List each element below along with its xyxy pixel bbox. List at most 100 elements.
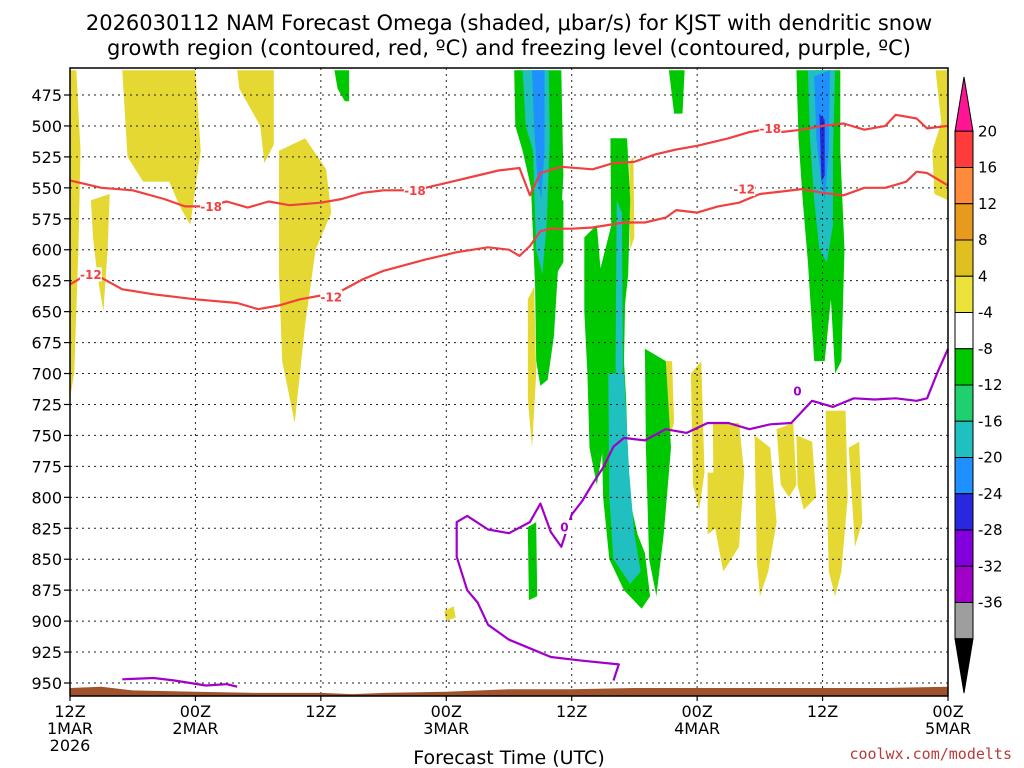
colorbar-label: -24: [978, 485, 1003, 503]
colorbar-label: -36: [978, 594, 1003, 612]
colorbar-segment: [954, 239, 974, 277]
omega-positive-region: [707, 472, 724, 535]
chart-title-line1: 2026030112 NAM Forecast Omega (shaded, μ…: [86, 11, 932, 35]
colorbar-segment: [954, 493, 974, 531]
y-tick-label: 950: [31, 674, 62, 693]
omega-shading: [70, 70, 948, 622]
terrain-fill: [70, 686, 948, 696]
contour-label-background: [200, 199, 223, 214]
omega-positive-region: [444, 606, 456, 622]
colorbar-segment: [954, 565, 974, 603]
colorbar-segment: [954, 312, 974, 350]
y-tick-label: 475: [31, 86, 62, 105]
terrain-surface: [70, 686, 948, 696]
x-tick-label: 00Z: [681, 702, 712, 721]
dgz-contour-minus18: [69, 113, 949, 209]
omega-positive-region: [712, 423, 745, 572]
contour-label-background: [79, 267, 102, 282]
x-tick-label: 00Z: [932, 702, 963, 721]
omega-blue-region: [819, 113, 825, 182]
omega-positive-region: [70, 70, 81, 399]
colorbar: 20 16 12 8 4 -4 -8 -12 -16 -20 -24 -28 -32 -36: [954, 76, 1003, 694]
colorbar-label: -12: [978, 376, 1003, 394]
x-tick-label: 00Z: [180, 702, 211, 721]
colorbar-segment: [954, 384, 974, 422]
x-tick-label: 3MAR: [423, 719, 469, 738]
contour-label: -12: [320, 290, 342, 304]
colorbar-segment: [954, 130, 974, 168]
x-tick-label: 4MAR: [674, 719, 720, 738]
x-tick-label: 12Z: [305, 702, 336, 721]
colorbar-label: -4: [978, 304, 993, 322]
x-tick-label: 00Z: [431, 702, 462, 721]
colorbar-label: 4: [978, 267, 988, 285]
contours: -12 -12 -18 -18 -18 -12 0 0: [69, 113, 950, 688]
contour-label: 0: [560, 521, 568, 535]
grid: [70, 68, 948, 696]
colorbar-label: 20: [978, 122, 997, 140]
contour-label-background: [320, 289, 343, 304]
colorbar-label: -28: [978, 521, 1003, 539]
omega-negative-region: [527, 522, 538, 601]
omega-cyan-region: [608, 373, 641, 584]
contour-label: -12: [80, 268, 102, 282]
colorbar-label: 16: [978, 159, 997, 177]
contour-label-background: [553, 520, 576, 535]
contour-label: -12: [733, 183, 755, 197]
omega-negative-region: [668, 70, 685, 114]
omega-positive-region: [754, 435, 777, 597]
omega-positive-region: [935, 70, 948, 139]
omega-positive-region: [527, 286, 537, 448]
y-tick-label: 825: [31, 519, 62, 538]
y-tick-label: 875: [31, 581, 62, 600]
colorbar-segment: [954, 275, 974, 313]
omega-positive-region: [690, 361, 705, 510]
colorbar-arrow-bottom: [954, 638, 974, 694]
contour-label: -18: [759, 122, 781, 136]
x-tick-label: 2026: [50, 736, 91, 755]
y-tick-label: 625: [31, 272, 62, 291]
omega-positive-region: [122, 70, 201, 225]
y-tick-label: 550: [31, 179, 62, 198]
colorbar-label: 12: [978, 195, 997, 213]
omega-positive-region: [90, 194, 110, 312]
y-axis: 475 500 525 550 575 600 625 650 675 700 725 750 775 8…: [31, 86, 70, 693]
y-tick-label: 800: [31, 488, 62, 507]
y-tick-label: 775: [31, 457, 62, 476]
chart-title-line2: growth region (contoured, red, ºC) and f…: [107, 36, 911, 60]
freezing-level-contour: [122, 676, 238, 688]
y-tick-label: 900: [31, 612, 62, 631]
omega-negative-region: [644, 348, 671, 597]
x-tick-label: 12Z: [556, 702, 587, 721]
omega-negative-region: [334, 70, 350, 102]
contour-label: -18: [404, 184, 426, 198]
x-axis-title: Forecast Time (UTC): [413, 747, 604, 768]
freezing-level-contour: [455, 348, 950, 681]
omega-blue-region: [532, 70, 545, 201]
omega-positive-region: [825, 410, 848, 597]
y-tick-label: 500: [31, 117, 62, 136]
colorbar-segment: [954, 167, 974, 205]
colorbar-label: 8: [978, 231, 988, 249]
plot-frame: [69, 67, 949, 697]
y-tick-label: 575: [31, 210, 62, 229]
plot-area: -12 -12 -18 -18 -18 -12 0 0: [69, 67, 950, 697]
x-tick-label: 12Z: [54, 702, 85, 721]
contour-label-background: [403, 183, 426, 198]
colorbar-label: -16: [978, 412, 1003, 430]
y-tick-label: 850: [31, 550, 62, 569]
y-tick-label: 650: [31, 303, 62, 322]
y-tick-label: 700: [31, 365, 62, 384]
omega-positive-region: [629, 156, 635, 250]
contour-label: 0: [793, 384, 801, 398]
colorbar-arrow-top: [954, 76, 974, 132]
contour-label: -18: [200, 200, 222, 214]
x-tick-label: 1MAR: [47, 719, 93, 738]
colorbar-label: -20: [978, 449, 1003, 467]
omega-positive-region: [848, 441, 863, 547]
colorbar-segment: [954, 602, 974, 640]
x-tick-label: 2MAR: [172, 719, 218, 738]
omega-positive-region: [796, 435, 817, 510]
